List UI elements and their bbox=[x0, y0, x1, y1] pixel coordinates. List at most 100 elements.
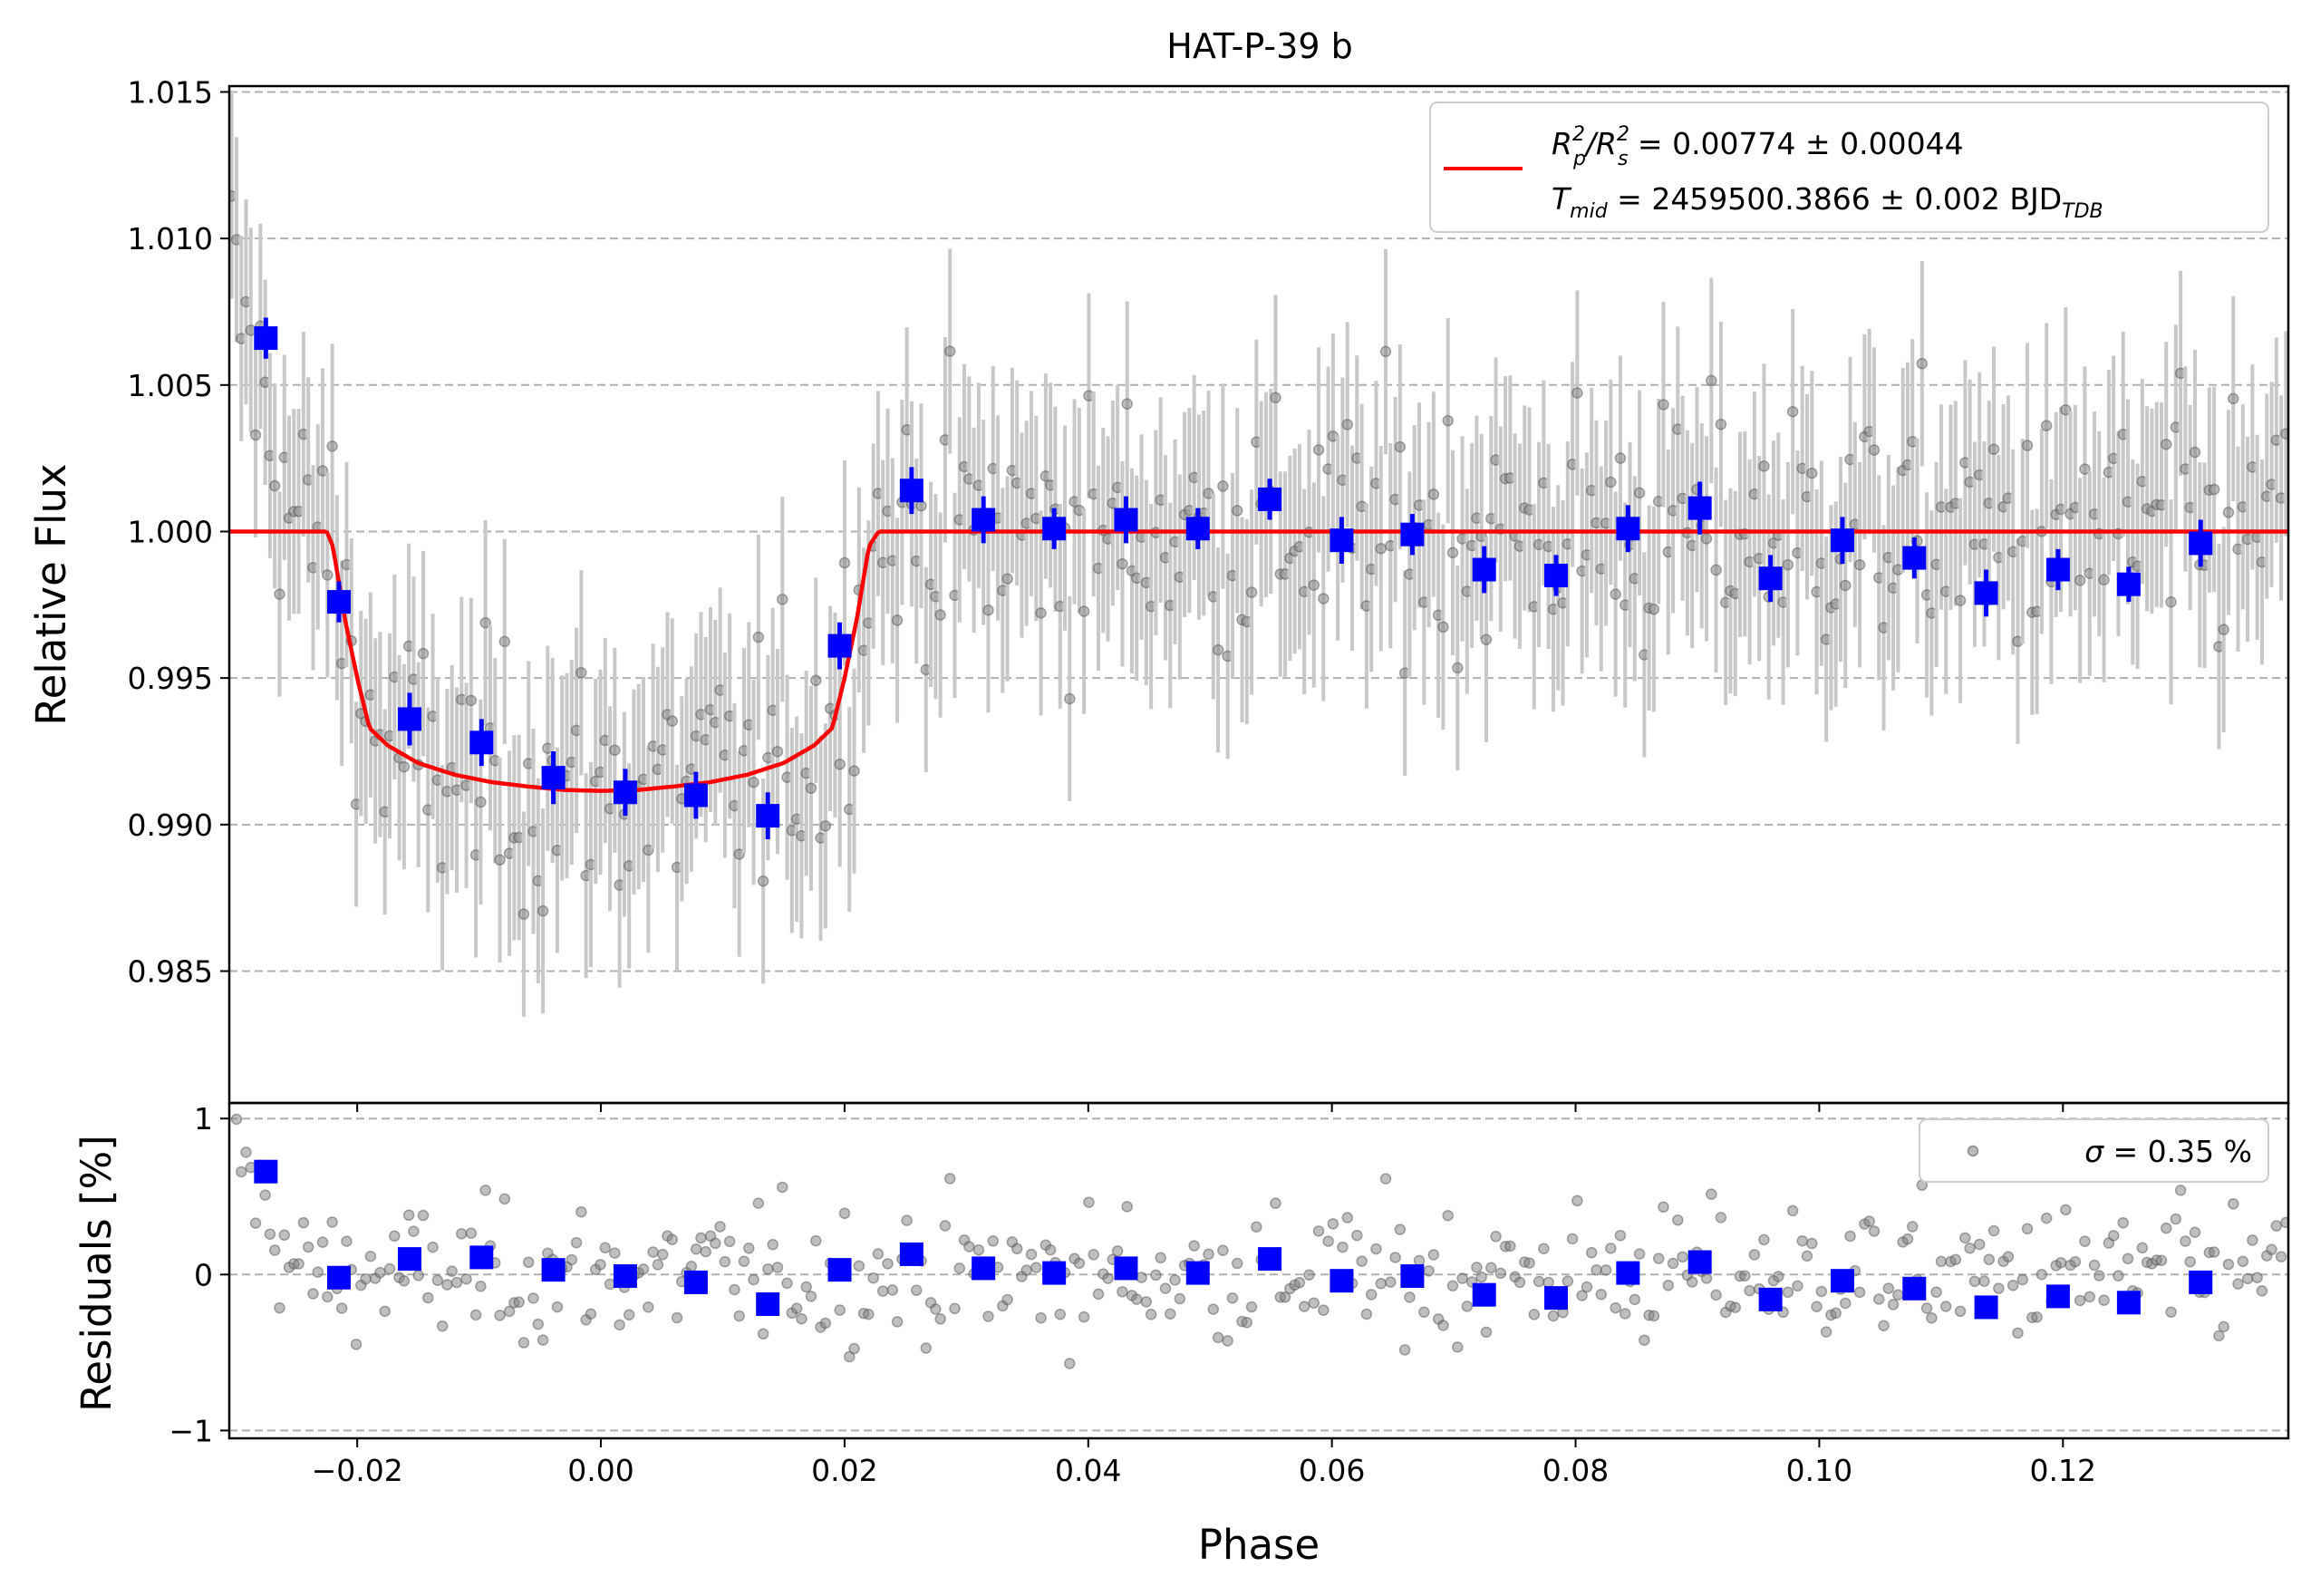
residual-raw-point bbox=[379, 1305, 391, 1318]
residual-raw-point bbox=[1949, 1253, 1962, 1266]
residual-raw-point bbox=[1878, 1320, 1890, 1331]
residual-raw-point bbox=[1245, 1301, 1258, 1313]
residual-raw-point bbox=[1356, 1255, 1368, 1267]
residual-binned-point bbox=[1114, 1256, 1138, 1281]
residual-raw-point bbox=[1964, 1242, 1976, 1254]
residual-binned-point bbox=[756, 1292, 780, 1316]
residual-raw-point bbox=[575, 1205, 587, 1218]
residual-raw-point bbox=[685, 1261, 698, 1272]
residual-raw-point bbox=[2107, 1230, 2120, 1242]
residual-raw-point bbox=[522, 1256, 535, 1269]
residual-raw-point bbox=[934, 1313, 946, 1325]
residual-raw-point bbox=[422, 1291, 434, 1304]
residual-raw-point bbox=[441, 1279, 453, 1291]
flux-raw-point bbox=[2165, 596, 2177, 608]
residual-raw-point bbox=[1667, 1257, 1679, 1270]
residual-raw-point bbox=[1423, 1265, 1435, 1277]
flux-raw-point bbox=[2189, 446, 2201, 459]
residual-raw-point bbox=[274, 1301, 285, 1314]
residual-raw-point bbox=[2122, 1253, 2134, 1265]
flux-legend-box bbox=[1429, 102, 2269, 233]
residual-raw-point bbox=[412, 1270, 424, 1282]
residual-raw-point bbox=[2184, 1255, 2196, 1268]
residual-raw-point bbox=[2218, 1320, 2229, 1333]
residual-raw-point bbox=[1001, 1293, 1013, 1306]
flux-raw-point bbox=[1318, 593, 1330, 605]
residual-raw-point bbox=[1562, 1275, 1574, 1287]
residual-raw-point bbox=[1174, 1292, 1186, 1305]
residual-raw-point bbox=[1231, 1257, 1243, 1270]
flux-raw-point bbox=[1078, 605, 1090, 617]
flux-binned-point bbox=[1830, 528, 1854, 553]
flux-raw-point bbox=[249, 429, 262, 441]
residual-raw-point bbox=[1327, 1218, 1339, 1230]
residual-raw-point bbox=[886, 1284, 899, 1296]
residual-raw-point bbox=[479, 1185, 491, 1196]
residual-raw-point bbox=[1188, 1240, 1200, 1252]
residual-raw-point bbox=[1365, 1289, 1378, 1301]
residual-raw-point bbox=[1251, 1221, 1262, 1233]
flux-raw-point bbox=[1001, 573, 1013, 585]
flux-raw-point bbox=[465, 694, 478, 707]
residual-raw-point bbox=[2237, 1255, 2249, 1268]
residual-raw-point bbox=[1844, 1230, 1856, 1243]
residual-raw-point bbox=[1044, 1243, 1057, 1256]
residual-raw-point bbox=[2170, 1213, 2182, 1225]
flux-raw-point bbox=[1203, 488, 1214, 499]
residual-binned-point bbox=[254, 1159, 278, 1184]
legend-radius-ratio: R2 p/R2 s = 0.00774 ± 0.00044 bbox=[1552, 123, 1964, 170]
residual-raw-point bbox=[800, 1281, 812, 1293]
residual-raw-point bbox=[1542, 1276, 1554, 1289]
residual-raw-point bbox=[643, 1301, 654, 1313]
legend-mid-time: Tmid = 2459500.3866 ± 0.002 BJDTDB bbox=[1552, 181, 2103, 223]
residual-raw-point bbox=[2016, 1273, 2029, 1286]
residuals-raw-points bbox=[230, 1113, 2288, 1369]
flux-binned-point bbox=[756, 804, 780, 828]
residual-raw-point bbox=[872, 1248, 885, 1260]
residual-raw-point bbox=[771, 1262, 784, 1273]
residual-raw-point bbox=[834, 1304, 846, 1316]
residual-raw-point bbox=[2247, 1234, 2258, 1246]
residual-raw-point bbox=[498, 1193, 511, 1205]
residual-raw-point bbox=[1744, 1284, 1755, 1297]
residual-raw-point bbox=[1887, 1299, 1900, 1311]
flux-raw-point bbox=[1633, 487, 1646, 499]
flux-raw-point bbox=[1217, 480, 1229, 492]
flux-binned-point bbox=[1544, 563, 1569, 587]
flux-raw-point bbox=[1853, 558, 1866, 571]
residual-raw-point bbox=[2006, 1279, 2019, 1291]
residual-raw-point bbox=[819, 1317, 832, 1330]
residual-raw-point bbox=[1748, 1249, 1761, 1261]
residual-raw-point bbox=[1442, 1209, 1454, 1222]
flux-binned-point bbox=[1400, 522, 1425, 547]
residual-raw-point bbox=[2270, 1220, 2283, 1232]
residual-raw-point bbox=[623, 1309, 635, 1321]
residual-raw-point bbox=[1207, 1303, 1220, 1315]
residual-raw-point bbox=[1930, 1286, 1942, 1298]
flux-raw-point bbox=[1605, 476, 1617, 488]
residual-raw-point bbox=[867, 1272, 879, 1284]
residual-raw-point bbox=[1792, 1280, 1803, 1292]
flux-raw-point bbox=[805, 782, 817, 794]
residual-raw-point bbox=[2251, 1272, 2263, 1283]
residual-raw-point bbox=[647, 1246, 659, 1258]
residuals-y-tick-label: 1 bbox=[194, 1101, 213, 1137]
residual-raw-point bbox=[1758, 1233, 1770, 1246]
flux-binned-point bbox=[899, 479, 923, 503]
flux-raw-point bbox=[1916, 357, 1929, 370]
residual-raw-point bbox=[2275, 1251, 2287, 1262]
residual-binned-point bbox=[1758, 1287, 1783, 1311]
x-tick-label: 0.04 bbox=[1055, 1453, 1121, 1488]
residual-raw-point bbox=[1853, 1286, 1866, 1299]
residual-raw-point bbox=[1782, 1286, 1794, 1299]
residual-raw-point bbox=[2155, 1254, 2168, 1267]
residual-raw-point bbox=[1279, 1291, 1291, 1303]
chart-title: HAT-P-39 b bbox=[1166, 26, 1352, 66]
residual-raw-point bbox=[1662, 1280, 1675, 1291]
residual-binned-point bbox=[613, 1264, 637, 1289]
residual-raw-point bbox=[383, 1262, 396, 1275]
residual-binned-point bbox=[899, 1242, 923, 1266]
residual-raw-point bbox=[1226, 1291, 1239, 1304]
residual-raw-point bbox=[1452, 1341, 1464, 1353]
flux-raw-point bbox=[934, 609, 946, 621]
